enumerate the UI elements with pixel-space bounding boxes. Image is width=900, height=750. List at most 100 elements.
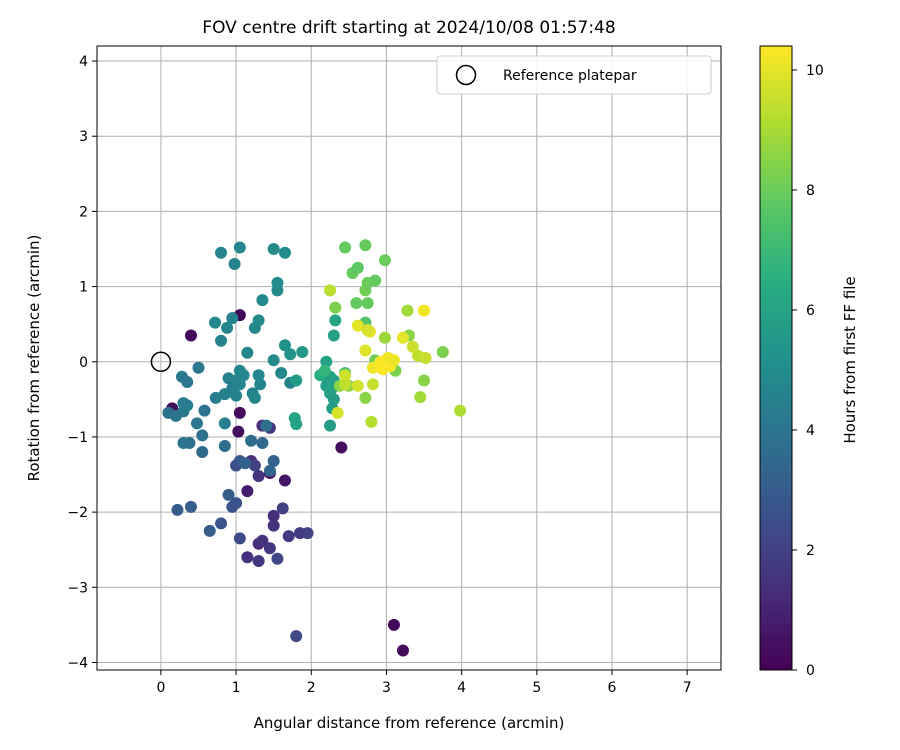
y-tick-label: −2	[67, 505, 88, 521]
scatter-point	[248, 391, 261, 404]
scatter-point	[226, 500, 239, 513]
colorbar-tick-label: 8	[806, 183, 815, 199]
reference-platepar-marker	[150, 351, 172, 373]
scatter-point	[401, 304, 414, 317]
x-tick-label: 0	[156, 680, 165, 696]
x-tick-label: 2	[307, 680, 316, 696]
scatter-point	[267, 354, 280, 367]
scatter-point	[271, 552, 284, 565]
scatter-point	[331, 406, 344, 419]
scatter-point	[171, 503, 184, 516]
scatter-point	[263, 464, 276, 477]
scatter-point	[184, 500, 197, 513]
scatter-point	[196, 445, 209, 458]
scatter-point	[267, 509, 280, 522]
scatter-point	[241, 551, 254, 564]
scatter-point	[252, 470, 265, 483]
scatter-point	[181, 376, 194, 389]
chart-title: FOV centre drift starting at 2024/10/08 …	[202, 18, 615, 38]
scatter-point	[278, 339, 291, 352]
x-tick-label: 1	[232, 680, 241, 696]
scatter-point	[252, 369, 265, 382]
scatter-point	[196, 429, 209, 442]
scatter-point	[215, 334, 228, 347]
scatter-point	[256, 294, 269, 307]
x-tick-label: 7	[683, 680, 692, 696]
scatter-point	[215, 517, 228, 530]
colorbar-tick-label: 4	[806, 423, 815, 439]
scatter-point	[339, 369, 352, 382]
y-axis-ticks: −4 −3 −2 −1 0 1 2 3 4	[67, 54, 97, 671]
scatter-point	[318, 364, 331, 377]
scatter-point	[245, 434, 258, 447]
y-tick-label: 0	[79, 355, 88, 371]
scatter-point	[339, 378, 352, 391]
x-tick-label: 4	[457, 680, 466, 696]
y-tick-label: −1	[67, 430, 88, 446]
scatter-point	[278, 474, 291, 487]
scatter-point	[406, 340, 419, 353]
scatter-point	[361, 297, 374, 310]
scatter-point	[327, 393, 340, 406]
scatter-point	[190, 417, 203, 430]
scatter-point	[239, 457, 252, 470]
scatter-point	[396, 331, 409, 344]
scatter-point	[351, 319, 364, 332]
scatter-points	[162, 239, 467, 657]
scatter-point	[361, 324, 374, 337]
scatter-point	[387, 618, 400, 631]
scatter-point	[359, 391, 372, 404]
y-tick-label: −3	[67, 580, 88, 596]
scatter-point	[209, 316, 222, 329]
scatter-point	[271, 276, 284, 289]
scatter-point	[260, 419, 273, 432]
y-axis-label: Rotation from reference (arcmin)	[25, 235, 43, 482]
colorbar	[759, 45, 793, 671]
scatter-point	[284, 348, 297, 361]
scatter-point	[282, 530, 295, 543]
scatter-point	[232, 425, 245, 438]
scatter-point	[351, 379, 364, 392]
colorbar-tick-label: 6	[806, 303, 815, 319]
scatter-point	[324, 419, 337, 432]
scatter-point	[209, 391, 222, 404]
scatter-point	[267, 454, 280, 467]
scatter-point	[324, 284, 337, 297]
scatter-point	[454, 404, 467, 417]
scatter-point	[320, 355, 333, 368]
scatter-point	[252, 314, 265, 327]
scatter-point	[290, 418, 303, 431]
scatter-point	[378, 254, 391, 267]
scatter-point	[359, 239, 372, 252]
scatter-point	[296, 345, 309, 358]
scatter-point	[218, 439, 231, 452]
y-tick-label: 1	[79, 280, 88, 296]
scatter-point	[378, 331, 391, 344]
scatter-point	[335, 441, 348, 454]
x-tick-label: 6	[608, 680, 617, 696]
colorbar-ticks: 0 2 4 6 8 10	[792, 63, 824, 679]
scatter-point	[221, 321, 234, 334]
colorbar-tick-label: 10	[806, 63, 824, 79]
scatter-point	[192, 361, 205, 374]
scatter-point	[241, 485, 254, 498]
scatter-point	[222, 488, 235, 501]
scatter-point	[215, 246, 228, 259]
scatter-point	[218, 417, 231, 430]
y-tick-label: 3	[79, 129, 88, 145]
scatter-point	[414, 391, 427, 404]
scatter-point	[365, 415, 378, 428]
scatter-point	[418, 304, 431, 317]
x-axis-label: Angular distance from reference (arcmin)	[254, 714, 565, 732]
scatter-point	[278, 246, 291, 259]
scatter-point	[396, 644, 409, 657]
y-tick-label: 2	[79, 204, 88, 220]
y-tick-label: −4	[67, 655, 88, 671]
plot-frame	[96, 45, 722, 671]
scatter-point	[233, 532, 246, 545]
scatter-point	[276, 502, 289, 515]
scatter-point	[301, 527, 314, 540]
scatter-point	[419, 352, 432, 364]
scatter-point	[241, 346, 254, 359]
